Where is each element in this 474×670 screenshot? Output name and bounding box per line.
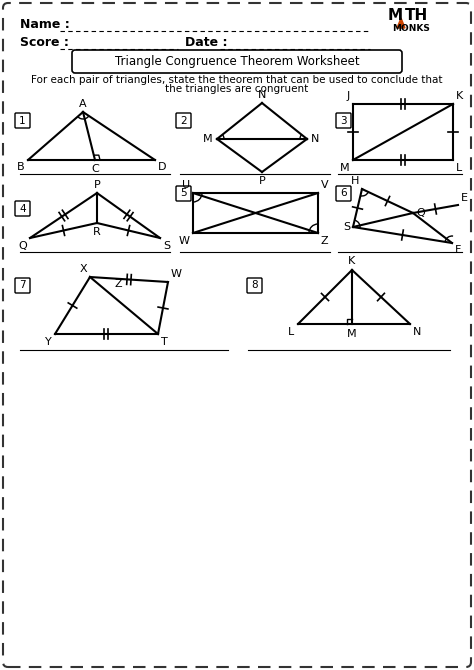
- Text: M: M: [347, 329, 357, 339]
- FancyBboxPatch shape: [176, 186, 191, 201]
- Text: TH: TH: [405, 8, 428, 23]
- Text: N: N: [311, 134, 319, 144]
- Text: D: D: [158, 162, 166, 172]
- Text: Q: Q: [18, 241, 27, 251]
- FancyBboxPatch shape: [336, 186, 351, 201]
- Polygon shape: [397, 18, 405, 28]
- Text: 5: 5: [180, 188, 187, 198]
- Text: Name :: Name :: [20, 18, 70, 31]
- Text: L: L: [456, 163, 462, 173]
- Text: 1: 1: [19, 115, 26, 125]
- FancyBboxPatch shape: [15, 201, 30, 216]
- Text: B: B: [18, 162, 25, 172]
- Text: U: U: [182, 180, 190, 190]
- Text: 3: 3: [340, 115, 347, 125]
- FancyBboxPatch shape: [336, 113, 351, 128]
- Text: L: L: [288, 327, 294, 337]
- FancyBboxPatch shape: [247, 278, 262, 293]
- Text: F: F: [455, 245, 461, 255]
- FancyBboxPatch shape: [15, 113, 30, 128]
- Text: M: M: [203, 134, 213, 144]
- Text: M: M: [340, 163, 350, 173]
- Text: N: N: [258, 90, 266, 100]
- Text: C: C: [91, 164, 99, 174]
- Text: Z: Z: [114, 279, 122, 289]
- Text: 4: 4: [19, 204, 26, 214]
- Text: V: V: [321, 180, 328, 190]
- FancyBboxPatch shape: [15, 278, 30, 293]
- Text: K: K: [348, 256, 356, 266]
- Text: M: M: [388, 8, 403, 23]
- Text: N: N: [413, 327, 421, 337]
- Text: Q: Q: [416, 208, 425, 218]
- Text: 8: 8: [251, 281, 258, 291]
- Text: R: R: [93, 227, 101, 237]
- Text: Score :: Score :: [20, 36, 69, 49]
- Text: Triangle Congruence Theorem Worksheet: Triangle Congruence Theorem Worksheet: [115, 56, 359, 68]
- Text: 6: 6: [340, 188, 347, 198]
- Text: the triangles are congruent: the triangles are congruent: [165, 84, 309, 94]
- Text: MONKS: MONKS: [392, 24, 430, 33]
- Text: A: A: [79, 99, 87, 109]
- FancyBboxPatch shape: [3, 3, 471, 667]
- Text: P: P: [94, 180, 100, 190]
- Text: P: P: [259, 176, 265, 186]
- Text: H: H: [351, 176, 359, 186]
- Text: T: T: [161, 337, 168, 347]
- Text: Y: Y: [45, 337, 52, 347]
- Text: X: X: [79, 264, 87, 274]
- Text: 2: 2: [180, 115, 187, 125]
- Text: S: S: [343, 222, 350, 232]
- Text: Z: Z: [321, 236, 328, 246]
- FancyBboxPatch shape: [72, 50, 402, 73]
- Text: K: K: [456, 91, 463, 101]
- Text: S: S: [163, 241, 170, 251]
- FancyBboxPatch shape: [176, 113, 191, 128]
- Text: Date :: Date :: [185, 36, 228, 49]
- Text: 7: 7: [19, 281, 26, 291]
- Text: J: J: [347, 91, 350, 101]
- Text: W: W: [171, 269, 182, 279]
- Text: W: W: [179, 236, 190, 246]
- Text: For each pair of triangles, state the theorem that can be used to conclude that: For each pair of triangles, state the th…: [31, 75, 443, 85]
- Text: E: E: [461, 193, 468, 203]
